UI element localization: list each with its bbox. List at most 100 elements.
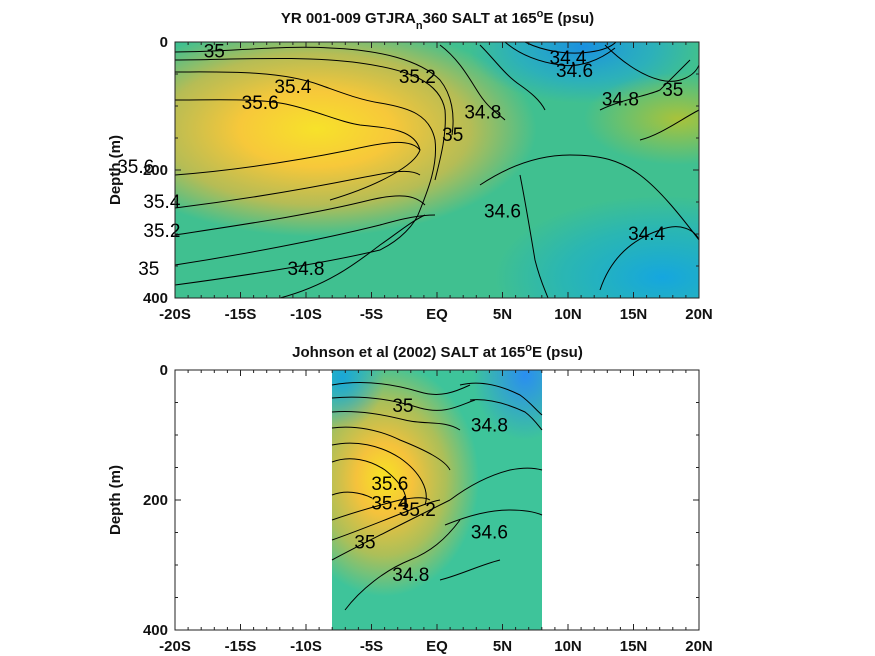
contour-line [331,396,476,411]
x-tick-label: 15N [620,638,648,655]
contour-label: 35.2 [143,221,180,242]
contour-line [174,46,454,136]
panel-bottom-contour-labels: 35 34.8 35.635.435.2 34.6 35 34.8 [354,396,508,586]
contour-line [449,467,543,501]
contour-line [174,214,436,266]
contour-line [174,57,446,181]
x-tick-label: 15N [620,306,648,323]
contour-line [331,499,451,561]
x-tick-label: 20N [685,306,713,323]
panel-top-contours [174,41,700,299]
x-tick-label: 20N [685,638,713,655]
contour-label: 34.4 [550,48,587,69]
contour-label: 35.2 [399,500,436,521]
contour-label: 35 [392,396,413,417]
contour-line [439,559,501,581]
panel-bottom-ticks: -20S -15S -10S -5S EQ 5N 10N 15N 20N 0 200 400 [143,362,713,655]
contour-line [174,141,421,201]
x-tick-label: 5N [493,306,512,323]
contour-line [479,154,700,241]
contour-line [174,99,421,151]
contour-line [469,399,543,431]
y-tick-label: 0 [160,34,168,51]
x-tick-label: EQ [426,638,448,655]
contour-label: 34.8 [602,90,639,111]
contour-line [519,174,549,299]
contour-line [279,214,426,299]
contour-line [331,491,373,499]
contour-line [599,59,691,111]
x-tick-label: 10N [554,638,582,655]
x-tick-label: -5S [360,306,383,323]
y-tick-label: 400 [143,290,168,307]
y-tick-label: 200 [143,162,168,179]
contour-line [459,382,543,416]
contour-label: 35 [138,259,159,280]
panel-bottom: Johnson et al (2002) SALT at 165oE (psu) [107,342,713,655]
contour-line [639,109,700,141]
contour-line [344,519,461,611]
contour-line [331,426,451,471]
x-tick-label: -5S [360,638,383,655]
panel-bottom-ylabel: Depth (m) [107,465,124,535]
contour-label: 35.6 [242,93,279,114]
contour-line [331,382,471,395]
panel-bottom-contours [331,382,543,611]
y-tick-label: 0 [160,362,168,379]
contour-line [174,71,437,251]
x-tick-label: 5N [493,638,512,655]
contour-line [331,499,441,541]
contour-label: 34.8 [471,415,508,436]
contour-label: 35.2 [399,67,436,88]
panel-top-title: YR 001-009 GTJRAn360 SALT at 165oE (psu) [281,8,594,32]
x-tick-label: -20S [159,638,191,655]
contour-line [599,226,700,291]
contour-label: 34.8 [392,565,429,586]
x-tick-label: EQ [426,306,448,323]
contour-label: 35 [354,532,375,553]
contour-line [444,509,543,526]
y-tick-label: 200 [143,492,168,509]
contour-line [174,249,381,286]
x-tick-label: -15S [225,306,257,323]
panel-bottom-field-cool-left [332,370,542,630]
contour-label: 35.6 [371,474,408,495]
contour-label: 35.4 [274,77,311,98]
x-tick-label: -10S [290,306,322,323]
panel-top-ylabel: Depth (m) [107,135,124,205]
contour-line [479,44,546,111]
panel-bottom-field [332,370,542,630]
contour-label: 34.8 [288,259,325,280]
contour-label: 35 [662,80,683,101]
contour-label: 35 [442,125,463,146]
contour-line [331,411,461,431]
contour-label: 34.8 [464,102,501,123]
panel-bottom-title: Johnson et al (2002) SALT at 165oE (psu) [292,342,583,361]
x-tick-label: -15S [225,638,257,655]
x-tick-label: -10S [290,638,322,655]
contour-label: 35.6 [117,157,154,178]
contour-line [174,195,426,236]
contour-label: 35.4 [143,192,180,213]
contour-line [504,41,616,67]
contour-line [524,41,617,54]
x-tick-label: -20S [159,306,191,323]
panel-top-ticks: -20S -15S -10S -5S EQ 5N 10N 15N 20N 0 200 400 [143,34,713,323]
panel-top: YR 001-009 GTJRAn360 SALT at 165oE (psu) [107,8,713,323]
contour-label: 34.6 [484,202,521,223]
contour-line [331,497,431,521]
x-tick-label: 10N [554,306,582,323]
contour-line [331,442,427,506]
contour-label: 34.4 [628,224,665,245]
contour-label: 34.6 [556,61,593,82]
contour-line [604,44,700,82]
y-tick-label: 400 [143,622,168,639]
contour-label: 35.4 [371,493,408,514]
contour-line [174,170,421,209]
contour-line [331,458,407,511]
contour-line [439,44,506,121]
contour-label: 34.6 [471,523,508,544]
contour-label: 35 [204,42,225,63]
